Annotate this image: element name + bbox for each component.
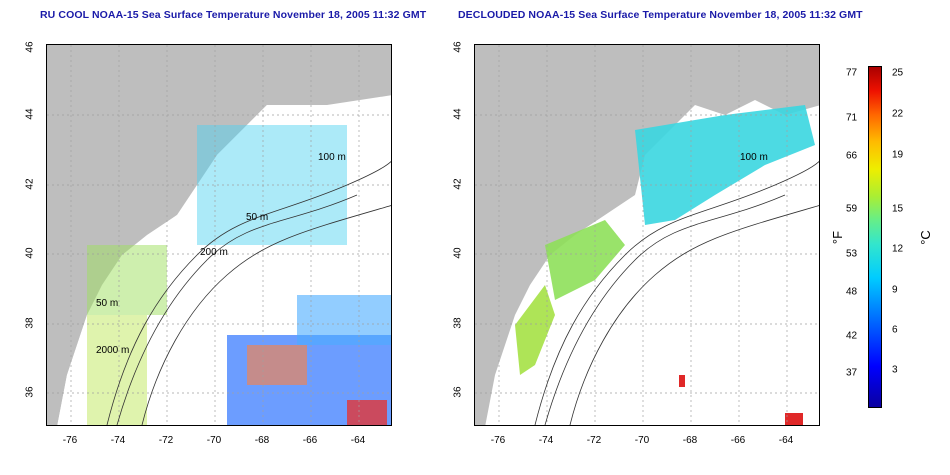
colorbar-c-tick: 15 bbox=[892, 203, 904, 215]
x-tick-label: -66 bbox=[302, 435, 318, 446]
x-tick-label: -72 bbox=[586, 435, 602, 446]
colorbar-f-tick: 42 bbox=[846, 330, 858, 342]
y-tick-label: 40 bbox=[24, 247, 36, 259]
y-tick-label: 42 bbox=[452, 178, 464, 190]
contour-label: 2000 m bbox=[96, 345, 130, 356]
y-tick-label: 40 bbox=[452, 247, 464, 259]
y-tick-label: 36 bbox=[452, 386, 464, 398]
y-tick-label: 46 bbox=[24, 41, 36, 53]
colorbar-f-tick: 66 bbox=[846, 150, 858, 162]
colorbar-c-tick: 19 bbox=[892, 149, 904, 161]
x-tick-label: -66 bbox=[730, 435, 746, 446]
colorbar-f-tick: 77 bbox=[846, 67, 858, 79]
y-tick-label: 44 bbox=[452, 108, 464, 120]
y-tick-label: 36 bbox=[24, 386, 36, 398]
colorbar-f-tick: 53 bbox=[846, 248, 858, 260]
x-tick-label: -68 bbox=[254, 435, 270, 446]
contour-label: 100 m bbox=[318, 152, 346, 163]
right-map-title: DECLOUDED NOAA-15 Sea Surface Temperatur… bbox=[458, 9, 863, 21]
contour-label: 50 m bbox=[246, 212, 269, 223]
x-tick-label: -70 bbox=[206, 435, 222, 446]
colorbar-f-tick: 59 bbox=[846, 203, 858, 215]
celsius-unit-label: °C bbox=[917, 230, 933, 245]
x-tick-label: -76 bbox=[62, 435, 78, 446]
contour-label: 200 m bbox=[200, 247, 228, 258]
x-tick-label: -72 bbox=[158, 435, 174, 446]
temperature-colorbar bbox=[868, 66, 882, 408]
right-sst-map bbox=[474, 44, 820, 426]
colorbar-c-tick: 25 bbox=[892, 67, 904, 79]
colorbar-f-tick: 48 bbox=[846, 286, 858, 298]
x-tick-label: -68 bbox=[682, 435, 698, 446]
y-tick-label: 46 bbox=[452, 41, 464, 53]
x-tick-label: -64 bbox=[778, 435, 794, 446]
colorbar-c-tick: 3 bbox=[892, 364, 898, 376]
left-sst-map bbox=[46, 44, 392, 426]
x-tick-label: -70 bbox=[634, 435, 650, 446]
y-tick-label: 38 bbox=[24, 317, 36, 329]
contour-label: 100 m bbox=[740, 152, 768, 163]
colorbar-c-tick: 22 bbox=[892, 108, 904, 120]
left-map-title: RU COOL NOAA-15 Sea Surface Temperature … bbox=[40, 9, 427, 21]
colorbar-c-tick: 12 bbox=[892, 243, 904, 255]
x-tick-label: -74 bbox=[538, 435, 554, 446]
left-map-graphic bbox=[47, 45, 391, 425]
y-tick-label: 38 bbox=[452, 317, 464, 329]
right-map-graphic bbox=[475, 45, 819, 425]
x-tick-label: -64 bbox=[350, 435, 366, 446]
colorbar-f-tick: 71 bbox=[846, 112, 858, 124]
contour-label: 50 m bbox=[96, 298, 119, 309]
colorbar-c-tick: 9 bbox=[892, 284, 898, 296]
colorbar-f-tick: 37 bbox=[846, 367, 858, 379]
x-tick-label: -76 bbox=[490, 435, 506, 446]
y-tick-label: 44 bbox=[24, 108, 36, 120]
fahrenheit-unit-label: °F bbox=[830, 230, 846, 245]
x-tick-label: -74 bbox=[110, 435, 126, 446]
y-tick-label: 42 bbox=[24, 178, 36, 190]
colorbar-c-tick: 6 bbox=[892, 324, 898, 336]
